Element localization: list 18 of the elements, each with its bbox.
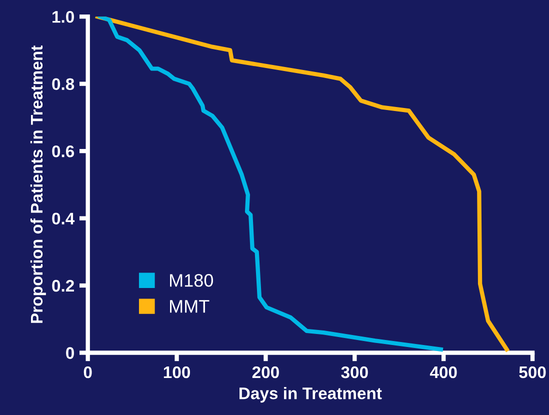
y-tick-label: 1.0: [52, 11, 74, 23]
y-tick-label: 0.8: [52, 78, 74, 90]
x-tick-label: 200: [252, 366, 279, 378]
y-tick-label: 0: [66, 347, 74, 359]
line-series: [96, 16, 509, 352]
x-tick-label: 100: [164, 366, 190, 378]
y-tick-label: 0.4: [52, 212, 75, 224]
x-tick-label: 500: [519, 366, 546, 378]
y-tick-label: 0.6: [52, 145, 74, 158]
y-axis-title: Proportion of Patients in Treatment: [30, 46, 46, 323]
line-series: [98, 16, 444, 352]
legend-label: M180: [170, 274, 214, 287]
x-tick-label: 400: [430, 366, 457, 378]
x-axis-title: Days in Treatment: [240, 387, 382, 403]
x-tick-label: 300: [341, 366, 368, 378]
x-tick-label: 0: [84, 366, 92, 378]
legend-label: MMT: [170, 300, 210, 313]
y-tick-label: 0.2: [52, 280, 74, 292]
